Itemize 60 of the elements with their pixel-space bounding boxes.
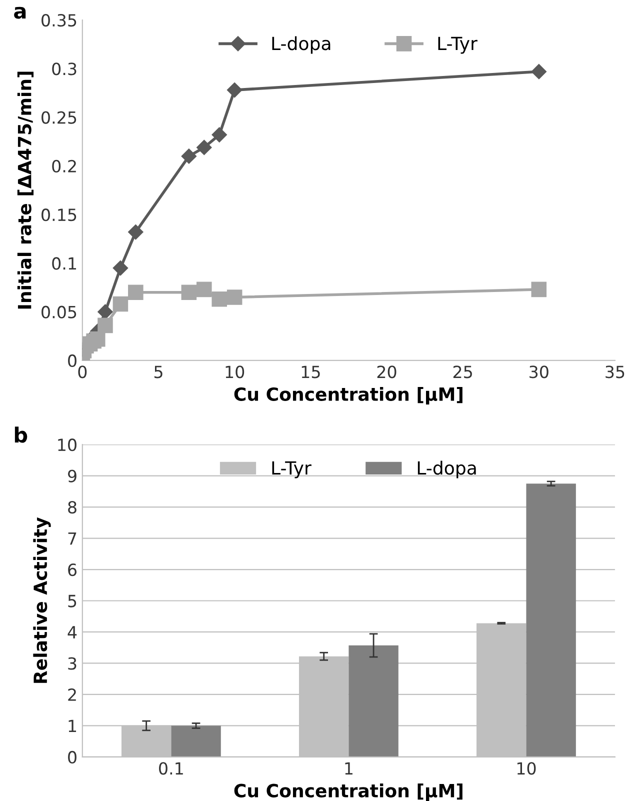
legend-label: L-dopa — [418, 460, 476, 478]
y-axis-title: Relative Activity — [33, 517, 51, 683]
y-tick-label: 6 — [68, 563, 77, 576]
y-tick-label: 4 — [68, 626, 77, 638]
point — [227, 82, 242, 98]
bar — [171, 726, 221, 757]
point — [112, 260, 128, 276]
y-tick-label: 0.05 — [42, 306, 76, 318]
y-tick-label: 0 — [68, 750, 76, 764]
x-tick-label: 30 — [530, 366, 548, 378]
point — [90, 331, 106, 347]
point — [128, 224, 144, 240]
point — [531, 64, 546, 80]
chart-title: b — [14, 426, 28, 443]
x-axis-title: Cu Concentration [μM] — [234, 783, 462, 801]
y-tick-label: 0.3 — [52, 62, 76, 76]
y-tick-label: 0.1 — [52, 257, 76, 270]
x-tick-label: 10 — [226, 366, 244, 378]
point — [112, 296, 128, 312]
y-tick-label: 10 — [58, 438, 76, 452]
x-tick-label: 1 — [345, 762, 352, 774]
y-tick-label: 0.25 — [42, 111, 76, 124]
y-tick-label: 0.15 — [42, 208, 76, 222]
x-tick-label: 0 — [78, 366, 87, 378]
y-tick-label: 9 — [68, 470, 76, 482]
point — [128, 284, 144, 300]
point — [181, 284, 197, 300]
point — [98, 304, 113, 320]
x-tick-label: 35 — [606, 366, 624, 378]
x-tick-label: 20 — [377, 366, 396, 378]
legend-label: L-Tyr — [272, 461, 312, 478]
x-tick-label: 15 — [302, 366, 320, 378]
y-tick-label: 0.2 — [52, 160, 76, 172]
bar — [526, 484, 576, 757]
y-tick-label: 1 — [68, 720, 76, 732]
x-tick-label: 25 — [453, 366, 472, 378]
x-tick-label: 10 — [517, 762, 536, 775]
x-tick-label: 5 — [154, 366, 162, 378]
y-tick-label: 5 — [68, 594, 76, 608]
point — [98, 318, 113, 334]
y-axis-title: Initial rate [ΔA475/min] — [17, 72, 34, 309]
y-tick-label: 2 — [68, 688, 76, 701]
point — [181, 148, 196, 164]
x-axis-title: Cu Concentration [μM] — [234, 386, 462, 404]
point — [196, 140, 212, 156]
point — [531, 282, 547, 298]
y-tick-label: 0 — [68, 354, 76, 368]
y-tick-label: 3 — [68, 657, 76, 670]
y-tick-label: 0.35 — [42, 14, 76, 27]
x-tick-label: 0.1 — [159, 762, 183, 775]
bar — [348, 645, 398, 757]
point — [212, 292, 228, 307]
chart-title: a — [14, 6, 26, 19]
y-tick-label: 7 — [68, 532, 76, 545]
y-tick-label: 8 — [68, 500, 76, 514]
legend-label: L-Tyr — [438, 36, 478, 54]
point — [196, 282, 212, 298]
point — [212, 127, 227, 142]
legend-label: L-dopa — [272, 36, 330, 54]
point — [226, 290, 242, 305]
